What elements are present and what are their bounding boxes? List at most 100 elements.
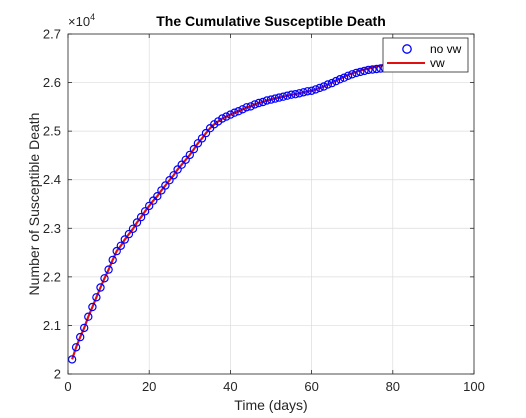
data-point-no-vw: [128, 224, 138, 233]
data-point-no-vw: [140, 207, 150, 216]
data-point-no-vw: [274, 93, 284, 102]
data-point-no-vw: [307, 86, 316, 96]
data-point-no-vw: [356, 67, 365, 77]
x-tick-label: 20: [142, 379, 156, 394]
data-point-no-vw: [368, 65, 377, 74]
data-point-no-vw: [234, 106, 243, 116]
legend-box: [382, 37, 469, 73]
data-point-no-vw: [197, 134, 207, 143]
data-point-no-vw: [246, 102, 255, 111]
ticks: 0 20 40 60 80 100 2 2.1 2.2 2.3 2.4 2.5 2.6 2.7: [43, 27, 485, 395]
data-point-no-vw: [136, 212, 146, 222]
x-tick-label: 40: [223, 379, 237, 394]
x-tick-label: 100: [463, 379, 485, 394]
data-point-no-vw: [303, 87, 312, 96]
y-exponent-base: ×10: [68, 14, 90, 29]
y-axis-label: Number of Susceptible Death: [26, 113, 42, 296]
legend: no vw vw: [382, 37, 469, 73]
data-point-no-vw: [185, 150, 194, 160]
data-point-no-vw: [108, 255, 117, 265]
data-point-no-vw: [348, 70, 357, 79]
data-point-no-vw: [226, 110, 235, 119]
data-point-no-vw: [112, 246, 121, 256]
data-point-no-vw: [144, 201, 154, 211]
data-point-no-vw: [279, 92, 288, 101]
x-tick-label: 80: [386, 379, 400, 394]
data-point-no-vw: [132, 218, 142, 227]
y-tick-label: 2.5: [43, 124, 61, 139]
plot-area: [68, 34, 474, 374]
x-axis-label: Time (days): [234, 397, 307, 413]
data-point-no-vw: [270, 94, 280, 103]
data-point-no-vw: [287, 90, 296, 99]
y-tick-label: 2.1: [43, 318, 61, 333]
data-point-no-vw: [283, 91, 292, 100]
y-axis-exponent: ×104: [68, 12, 95, 29]
data-point-no-vw: [161, 181, 170, 190]
y-tick-label: 2.7: [43, 27, 61, 42]
x-tick-label: 60: [304, 379, 318, 394]
data-point-no-vw: [311, 85, 320, 94]
data-point-no-vw: [331, 76, 341, 86]
y-tick-label: 2: [54, 367, 61, 382]
data-point-no-vw: [153, 191, 162, 201]
data-point-no-vw: [364, 65, 373, 75]
data-point-no-vw: [254, 98, 263, 108]
data-point-no-vw: [116, 241, 126, 250]
data-point-no-vw: [295, 89, 304, 98]
data-point-no-vw: [189, 144, 199, 154]
data-point-no-vw: [218, 114, 227, 123]
data-point-no-vw: [67, 355, 77, 364]
data-point-no-vw: [327, 78, 337, 88]
legend-marker-no-vw: [402, 44, 412, 54]
data-point-no-vw: [104, 265, 113, 274]
data-point-no-vw: [323, 80, 332, 89]
data-point-no-vw: [238, 105, 247, 114]
legend-label-vw: vw: [430, 56, 445, 70]
data-point-no-vw: [360, 66, 369, 76]
data-point-no-vw: [181, 155, 190, 164]
data-point-no-vw: [92, 293, 101, 302]
data-point-no-vw: [339, 73, 349, 82]
data-point-no-vw: [291, 89, 300, 99]
axes-box: [67, 33, 475, 375]
data-point-no-vw: [177, 160, 186, 169]
legend-label-no-vw: no vw: [430, 42, 462, 56]
data-point-no-vw: [100, 274, 109, 283]
data-point-no-vw: [88, 302, 97, 312]
data-point-no-vw: [169, 171, 178, 180]
x-tick-label: 0: [64, 379, 71, 394]
data-point-no-vw: [352, 68, 361, 78]
data-point-no-vw: [201, 128, 211, 138]
data-point-no-vw: [315, 83, 324, 93]
data-point-no-vw: [266, 95, 276, 104]
y-exponent-power: 4: [90, 12, 95, 22]
data-point-no-vw: [250, 100, 259, 109]
data-point-no-vw: [230, 108, 239, 117]
data-point-no-vw: [96, 283, 105, 292]
data-point-no-vw: [193, 139, 203, 148]
data-point-no-vw: [242, 103, 251, 112]
data-point-no-vw: [71, 343, 81, 352]
data-point-no-vw: [79, 323, 89, 333]
data-point-no-vw: [299, 88, 308, 97]
chart-title: The Cumulative Susceptible Death: [156, 13, 386, 29]
data-point-no-vw: [319, 82, 328, 91]
y-tick-label: 2.6: [43, 75, 61, 90]
data-point-no-vw: [173, 165, 182, 174]
y-tick-label: 2.3: [43, 221, 61, 236]
data-point-no-vw: [120, 235, 130, 244]
data-point-no-vw: [372, 64, 381, 74]
data-point-no-vw: [157, 186, 166, 195]
data-point-no-vw: [335, 74, 345, 84]
data-point-no-vw: [262, 96, 272, 105]
data-point-no-vw: [84, 312, 93, 321]
y-tick-label: 2.2: [43, 269, 61, 284]
data-point-no-vw: [124, 229, 134, 239]
data-point-no-vw: [165, 175, 174, 185]
data-point-no-vw: [222, 112, 231, 121]
data-point-no-vw: [258, 97, 268, 107]
data-point-no-vw: [75, 332, 85, 342]
